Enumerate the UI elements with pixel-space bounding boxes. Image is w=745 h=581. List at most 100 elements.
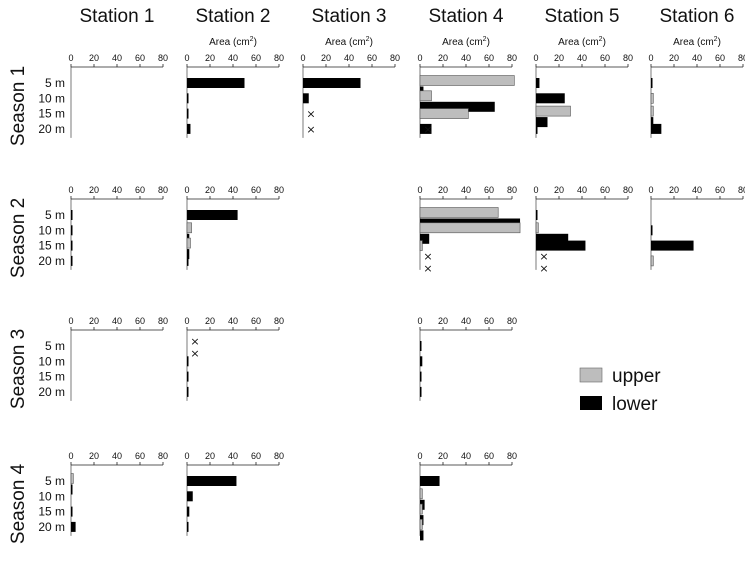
- depth-label: 10 m: [38, 354, 65, 368]
- depth-label: 20 m: [38, 385, 65, 399]
- bar-lower: [187, 506, 190, 517]
- depth-label: 20 m: [38, 254, 65, 268]
- x-tick-label: 0: [184, 185, 189, 195]
- x-tick-label: 40: [577, 185, 587, 195]
- x-tick-label: 60: [484, 53, 494, 63]
- depth-label: 5 m: [45, 76, 65, 90]
- season-title-3: Season 3: [8, 329, 29, 409]
- bar-lower: [71, 484, 73, 495]
- bar-upper: [650, 255, 654, 267]
- x-tick-label: 40: [112, 53, 122, 63]
- x-tick-label: 60: [715, 53, 725, 63]
- bar-upper: [419, 240, 423, 251]
- x-tick-label: 0: [533, 53, 538, 63]
- absent-marker: ×: [306, 123, 315, 136]
- x-tick-label: 20: [205, 185, 215, 195]
- panel-s2-st4: 0 20 40 60 80 ××: [417, 185, 521, 275]
- season-title-2: Season 2: [8, 198, 29, 278]
- panel-s4-st4: 0 20 40 60 80: [417, 451, 517, 541]
- x-tick-label: 40: [461, 451, 471, 461]
- x-tick-label: 40: [461, 53, 471, 63]
- bar-lower: [536, 117, 548, 128]
- x-tick-label: 60: [135, 53, 145, 63]
- x-tick-label: 20: [205, 451, 215, 461]
- bar-lower: [187, 255, 189, 266]
- x-tick-label: 60: [367, 53, 377, 63]
- station-title-5: Station 5: [545, 6, 620, 27]
- x-tick-label: 60: [484, 451, 494, 461]
- x-axis-label: Area (cm2): [325, 36, 373, 48]
- x-axis-label: Area (cm2): [442, 36, 490, 48]
- bar-lower: [420, 341, 422, 351]
- x-tick-label: 20: [669, 53, 679, 63]
- x-tick-label: 80: [738, 185, 745, 195]
- x-tick-label: 80: [158, 53, 168, 63]
- bar-lower: [187, 491, 193, 502]
- bar-lower: [187, 371, 189, 382]
- x-tick-label: 40: [228, 53, 238, 63]
- bar-lower: [71, 210, 73, 220]
- bar-lower: [651, 225, 653, 236]
- panel-s3-st4: 0 20 40 60 80: [417, 316, 517, 401]
- x-tick-label: 0: [68, 316, 73, 326]
- x-tick-label: 20: [438, 185, 448, 195]
- panel-s1-st6: Area (cm2) 0 20 40 60 80: [648, 36, 745, 138]
- x-tick-label: 20: [205, 316, 215, 326]
- x-tick-label: 0: [68, 53, 73, 63]
- x-tick-label: 0: [533, 185, 538, 195]
- x-tick-label: 60: [484, 316, 494, 326]
- panel-s3-st1: 0 20 40 60 80: [68, 316, 168, 401]
- absent-marker: ×: [306, 108, 315, 121]
- bar-lower: [536, 93, 565, 104]
- x-tick-label: 40: [344, 53, 354, 63]
- x-tick-label: 40: [228, 451, 238, 461]
- bar-upper: [419, 108, 469, 119]
- absent-marker: ×: [423, 250, 432, 263]
- bar-lower: [187, 93, 189, 104]
- bar-lower: [187, 356, 189, 367]
- x-tick-label: 40: [228, 316, 238, 326]
- x-tick-label: 80: [158, 185, 168, 195]
- x-tick-label: 60: [135, 316, 145, 326]
- bar-upper: [419, 488, 423, 500]
- x-tick-label: 40: [692, 185, 702, 195]
- x-tick-label: 80: [158, 451, 168, 461]
- legend: upper lower: [579, 366, 661, 415]
- x-tick-label: 0: [300, 53, 305, 63]
- bar-lower: [187, 108, 189, 119]
- panel-s2-st2: 0 20 40 60 80: [184, 185, 284, 270]
- bar-lower: [187, 123, 191, 134]
- bar-lower: [71, 506, 73, 517]
- panel-s1-st2: Area (cm2) 0 20 40 60 80: [184, 36, 284, 138]
- x-tick-label: 0: [648, 185, 653, 195]
- x-tick-label: 80: [507, 53, 517, 63]
- x-tick-label: 0: [648, 53, 653, 63]
- legend-upper-label: upper: [612, 366, 661, 387]
- station-title-2: Station 2: [196, 6, 271, 27]
- x-tick-label: 60: [715, 185, 725, 195]
- bar-upper: [650, 93, 654, 104]
- panel-s2-st6: 0 20 40 60 80: [648, 185, 745, 270]
- panel-s3-st2: 0 20 40 60 80 ××: [184, 316, 284, 401]
- bar-lower: [536, 240, 586, 251]
- panel-s1-st4: Area (cm2) 0 20 40 60 80 ×: [417, 36, 517, 138]
- x-tick-label: 0: [417, 185, 422, 195]
- depth-label: 10 m: [38, 91, 65, 105]
- x-tick-label: 20: [438, 451, 448, 461]
- bar-lower: [536, 210, 538, 220]
- depth-label: 20 m: [38, 122, 65, 136]
- bar-lower: [536, 123, 538, 134]
- absent-marker: ×: [539, 262, 548, 275]
- bar-lower: [187, 521, 189, 532]
- x-tick-label: 20: [321, 53, 331, 63]
- x-axis-label: Area (cm2): [673, 36, 721, 48]
- bar-lower: [71, 240, 73, 251]
- x-tick-label: 20: [89, 185, 99, 195]
- x-tick-label: 20: [89, 451, 99, 461]
- bar-upper: [419, 75, 515, 86]
- x-tick-label: 80: [274, 185, 284, 195]
- bar-lower: [187, 210, 238, 220]
- x-tick-label: 0: [417, 316, 422, 326]
- x-tick-label: 60: [251, 53, 261, 63]
